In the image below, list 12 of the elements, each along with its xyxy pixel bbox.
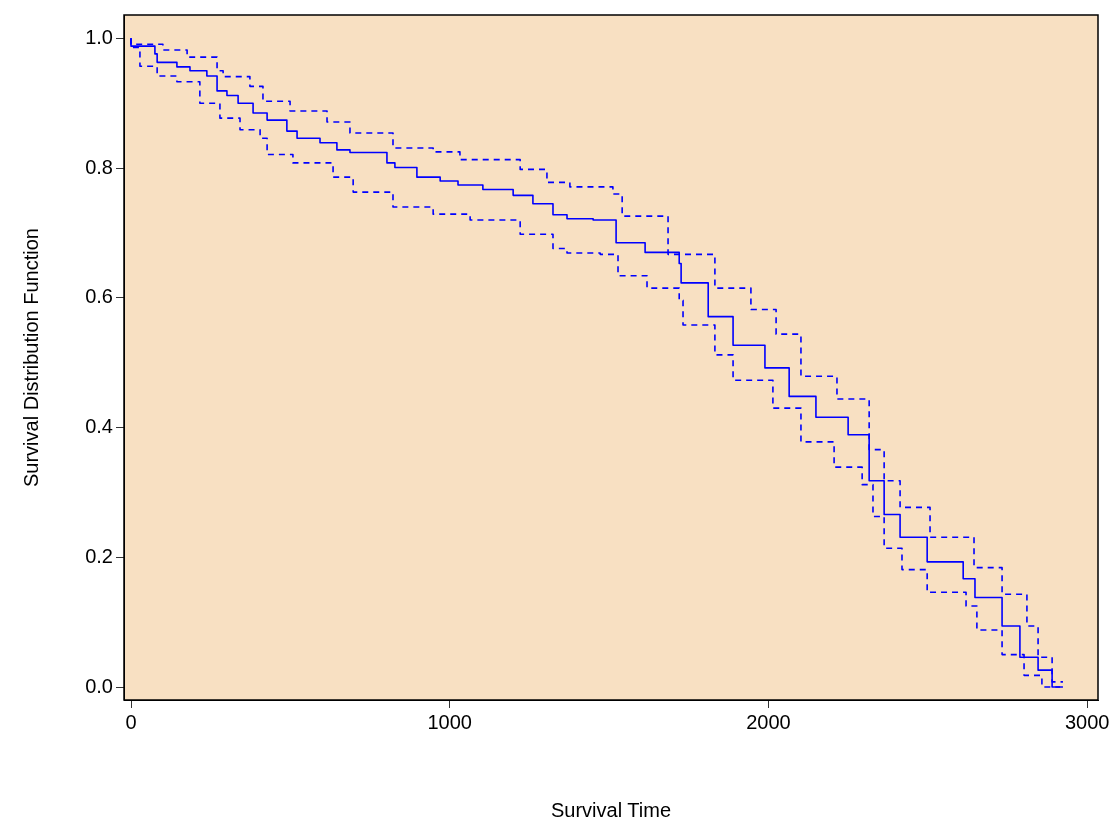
x-axis-title: Survival Time — [550, 798, 672, 821]
y-tick-label: 0.4 — [85, 415, 113, 438]
x-tick-label: 1000 — [427, 710, 472, 733]
x-tick-label: 3000 — [1064, 710, 1110, 733]
x-tick-label: 0 — [125, 710, 137, 733]
y-tick-label: 0.8 — [85, 155, 113, 178]
x-tick-label: 2000 — [746, 710, 791, 733]
y-tick-label: 0.0 — [85, 674, 113, 697]
y-tick-label: 0.6 — [85, 285, 113, 308]
y-axis-title: Survival Distribution Function — [19, 228, 42, 487]
y-tick-label: 0.2 — [85, 544, 113, 567]
y-tick-label: 1.0 — [85, 25, 113, 48]
